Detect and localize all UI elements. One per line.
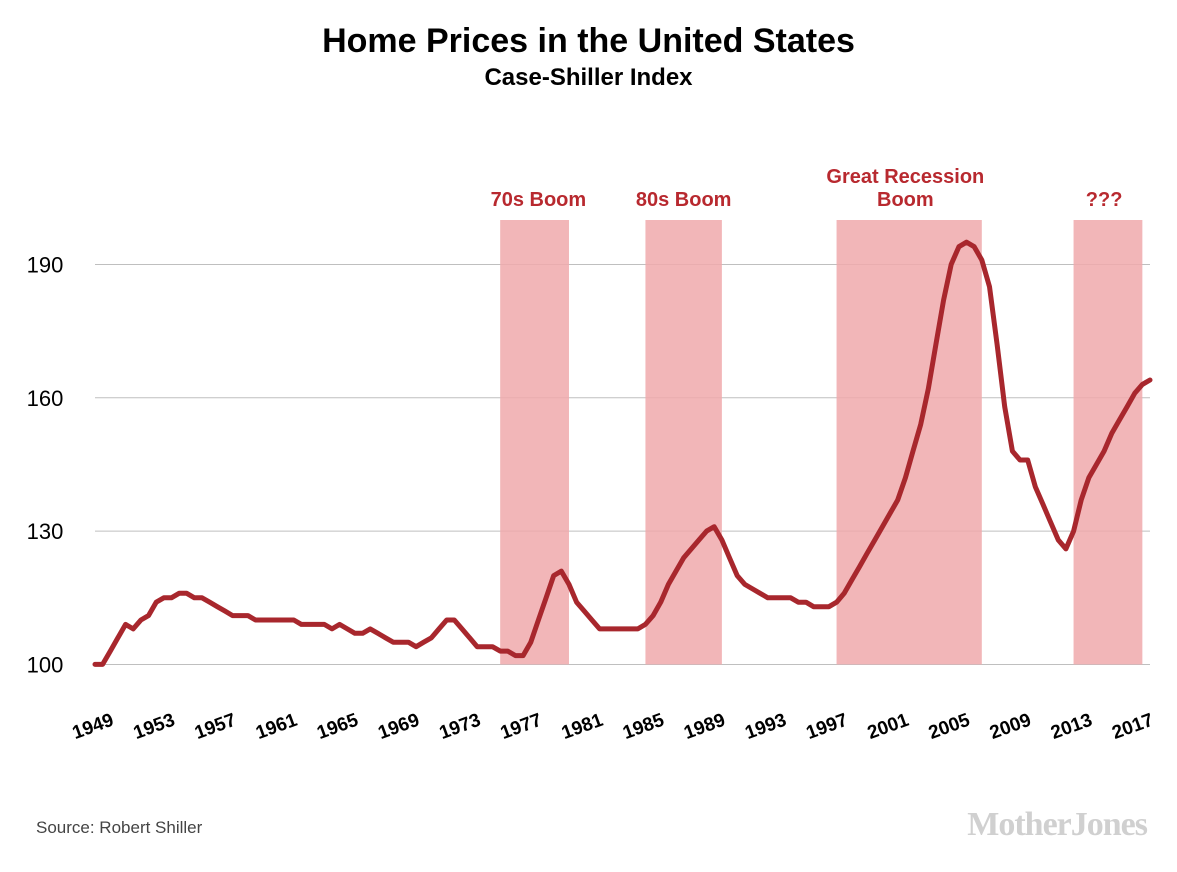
x-tick-label: 2005 [926,710,973,744]
y-tick-label: 100 [27,652,64,677]
boom-band [645,220,721,664]
band-label: 80s Boom [636,189,732,211]
x-tick-label: 1981 [559,710,606,744]
boom-band [500,220,569,664]
x-tick-label: 1953 [131,710,178,744]
svg-text:2001: 2001 [865,710,912,744]
x-tick-label: 1989 [681,710,728,744]
svg-text:1985: 1985 [620,710,667,744]
svg-text:1969: 1969 [375,710,422,744]
band-label: 70s Boom [491,189,587,211]
brand-watermark: MotherJones [967,806,1147,844]
x-tick-label: 1957 [192,710,239,744]
x-tick-label: 1985 [620,710,667,744]
svg-text:1993: 1993 [742,710,789,744]
svg-text:1957: 1957 [192,710,239,744]
x-tick-label: 1977 [498,710,545,744]
svg-text:1989: 1989 [681,710,728,744]
y-tick-label: 190 [27,252,64,277]
svg-text:2005: 2005 [926,710,973,744]
svg-text:1961: 1961 [253,710,300,744]
x-tick-label: 1961 [253,710,300,744]
svg-text:2013: 2013 [1048,710,1095,744]
svg-text:1997: 1997 [804,710,851,744]
x-tick-label: 1949 [70,710,117,744]
chart-container: Home Prices in the United States Case-Sh… [0,0,1177,872]
svg-text:1949: 1949 [70,710,117,744]
svg-text:2009: 2009 [987,710,1034,744]
x-tick-label: 1993 [742,710,789,744]
svg-text:1981: 1981 [559,710,606,744]
svg-text:1977: 1977 [498,710,545,744]
x-tick-label: 1997 [804,710,851,744]
boom-band [837,220,982,664]
price-line [95,242,1150,664]
band-label: Boom [877,189,934,211]
source-label: Source: Robert Shiller [36,818,202,838]
svg-text:1973: 1973 [437,710,484,744]
y-tick-label: 130 [27,519,64,544]
band-label: ??? [1086,189,1123,211]
x-tick-label: 1969 [375,710,422,744]
x-tick-label: 2017 [1109,710,1156,744]
x-tick-label: 2001 [865,710,912,744]
x-tick-label: 2013 [1048,710,1095,744]
x-tick-label: 1973 [437,710,484,744]
x-tick-label: 1965 [314,710,361,744]
band-label: Great Recession [826,166,984,188]
svg-text:1965: 1965 [314,710,361,744]
chart-plot: 100 130 160 190 70s Boom 80s Boom Great Recess… [0,0,1177,872]
svg-text:2017: 2017 [1109,710,1156,744]
y-tick-label: 160 [27,386,64,411]
svg-text:1953: 1953 [131,710,178,744]
x-tick-label: 2009 [987,710,1034,744]
